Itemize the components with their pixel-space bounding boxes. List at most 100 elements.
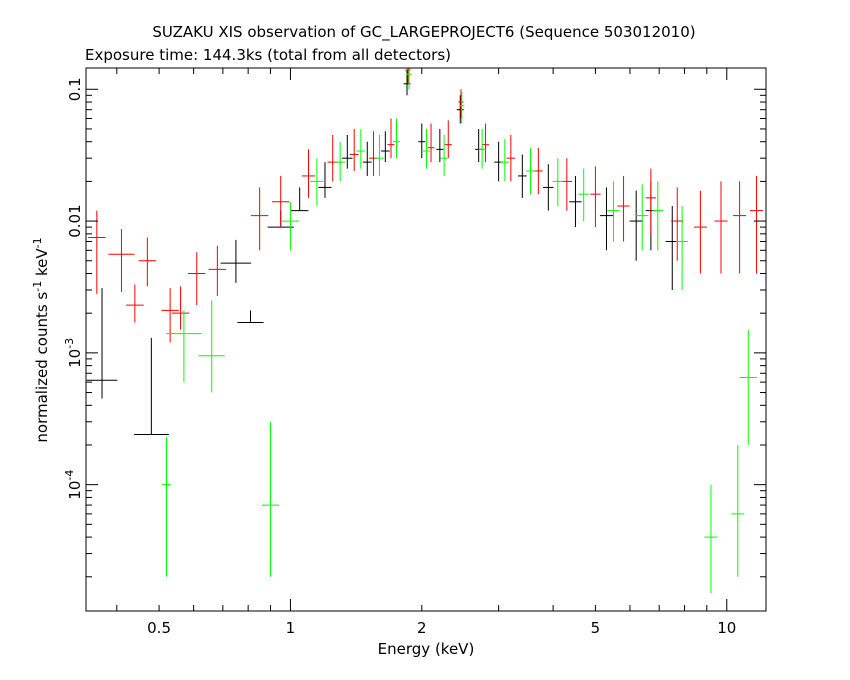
data-point (310, 158, 324, 207)
data-point (475, 128, 483, 163)
y-axis-label: normalized counts s-1 keV-1 (31, 237, 51, 442)
y-axis-label-main: normalized counts s (33, 292, 51, 443)
data-point (349, 128, 359, 171)
data-point (362, 141, 372, 176)
data-point (526, 147, 535, 195)
data-point (126, 284, 144, 323)
data-point (108, 229, 135, 292)
data-point (704, 484, 718, 594)
data-point (456, 95, 464, 124)
data-point (138, 237, 157, 287)
data-point (342, 134, 353, 169)
chart-title: SUZAKU XIS observation of GC_LARGEPROJEC… (152, 23, 695, 42)
data-point (427, 123, 435, 163)
plot-frame (85, 67, 767, 612)
data-point (188, 252, 206, 306)
y-tick-label: 10-4 (63, 470, 84, 500)
y-axis-label-sup2: -1 (31, 237, 44, 248)
data-point (208, 245, 227, 297)
data-point (552, 158, 564, 207)
data-point (86, 288, 118, 399)
y-tick-label-mantissa: 10 (66, 481, 84, 500)
chart-subtitle: Exposure time: 144.3ks (total from all d… (85, 46, 451, 64)
data-point (198, 300, 225, 393)
data-point (478, 128, 486, 169)
data-point (629, 190, 643, 261)
data-point (543, 164, 554, 211)
data-point (237, 310, 264, 323)
y-tick-label-exponent: -4 (63, 470, 76, 481)
y-tick-label-exponent: -3 (63, 338, 76, 349)
data-point (133, 337, 169, 436)
data-point (392, 118, 400, 159)
data-point (334, 141, 346, 182)
data-point (533, 147, 543, 195)
y-tick-label-mantissa: 10 (66, 349, 84, 368)
data-point (590, 166, 601, 228)
data-point (645, 168, 657, 234)
x-tick-label: 0.5 (147, 619, 171, 637)
y-tick-label: 0.1 (66, 77, 84, 101)
x-tick-label: 1 (286, 619, 296, 637)
data-point (607, 181, 620, 242)
data-point (327, 134, 338, 182)
data-point (356, 128, 366, 169)
data-point (418, 123, 426, 159)
data-point (171, 286, 190, 330)
data-point (281, 201, 300, 251)
data-point (250, 187, 269, 251)
y-tick-label: 0.01 (66, 204, 84, 237)
data-point (517, 154, 527, 198)
data-point (500, 138, 510, 182)
y-axis-label-sup1: -1 (31, 281, 44, 292)
data-point (290, 187, 309, 212)
data-point (494, 141, 503, 182)
data-point (220, 239, 252, 283)
data-point (506, 134, 516, 182)
data-point (271, 175, 290, 228)
y-axis-label-mid: keV (33, 248, 51, 281)
data-point (318, 162, 332, 198)
data-point (749, 175, 764, 274)
x-tick-label: 2 (417, 619, 427, 637)
x-tick-label: 5 (591, 619, 601, 637)
data-point (444, 120, 452, 159)
data-point (162, 436, 171, 577)
x-axis-label: Energy (keV) (378, 640, 475, 658)
data-point (261, 421, 280, 577)
data-point (739, 329, 757, 445)
data-point (406, 68, 412, 90)
data-layer (86, 68, 764, 594)
data-point (578, 168, 589, 222)
data-point (482, 123, 490, 163)
data-point (380, 131, 390, 163)
x-tick-label: 10 (717, 619, 736, 637)
data-point (458, 89, 464, 119)
data-point (561, 158, 573, 211)
data-point (733, 181, 747, 274)
y-tick-label: 10-3 (63, 338, 84, 368)
data-point (405, 68, 411, 84)
data-point (731, 444, 745, 577)
data-point (387, 118, 395, 159)
data-point (671, 187, 684, 261)
data-point (675, 206, 689, 290)
data-point (617, 175, 630, 242)
data-point (636, 184, 649, 251)
data-point (301, 149, 316, 198)
data-point (88, 210, 106, 294)
data-point (422, 128, 430, 169)
data-point (599, 187, 614, 251)
series-2 (162, 68, 757, 594)
data-point (459, 92, 465, 124)
data-point (440, 134, 448, 176)
series-1 (88, 68, 764, 343)
data-point (375, 134, 384, 176)
data-point (436, 128, 444, 163)
data-point (369, 131, 378, 176)
data-point (693, 190, 707, 274)
data-point (161, 288, 179, 343)
data-point (569, 175, 582, 228)
